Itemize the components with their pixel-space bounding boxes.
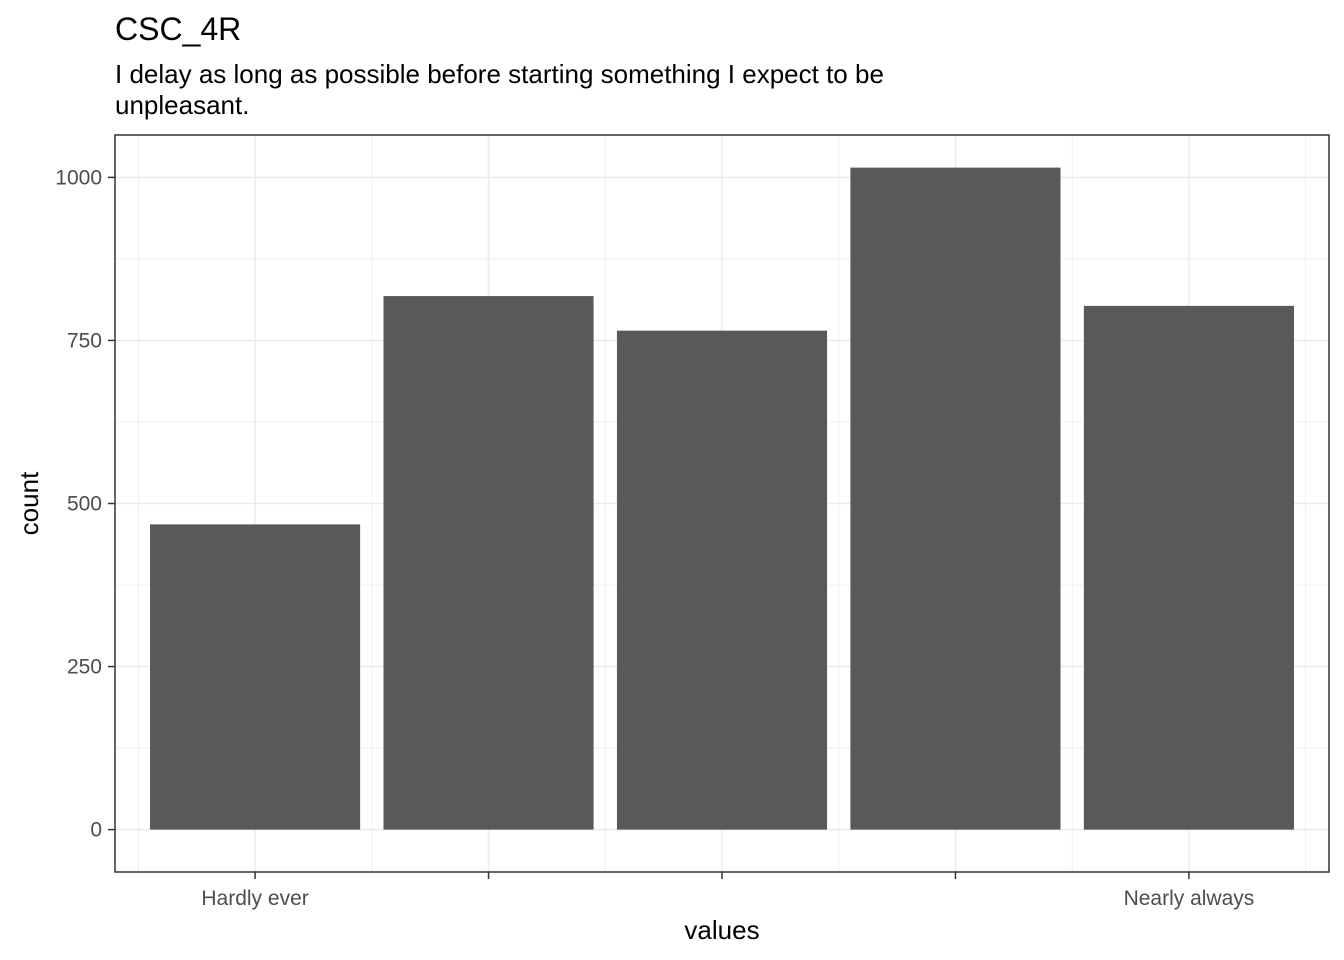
x-axis-title: values: [684, 915, 759, 945]
x-tick-label: Nearly always: [1124, 887, 1255, 910]
y-tick-label: 500: [67, 493, 102, 516]
x-axis: Hardly ever Nearly always: [201, 872, 1254, 910]
y-tick-label: 250: [67, 656, 102, 679]
bar: [150, 524, 361, 830]
y-axis: 0 250 500 750 1000: [55, 166, 115, 842]
y-axis-title: count: [14, 471, 44, 535]
bar: [616, 330, 828, 830]
bars-layer: [150, 167, 1294, 830]
x-tick-label: Hardly ever: [201, 887, 308, 910]
chart-subtitle: I delay as long as possible before start…: [115, 59, 884, 120]
chart-title: CSC_4R: [115, 11, 242, 47]
bar: [850, 167, 1061, 830]
y-tick-label: 750: [67, 329, 102, 352]
bar: [383, 296, 594, 830]
bar: [1083, 305, 1294, 830]
y-tick-label: 1000: [55, 166, 102, 189]
y-tick-label: 0: [90, 819, 102, 842]
